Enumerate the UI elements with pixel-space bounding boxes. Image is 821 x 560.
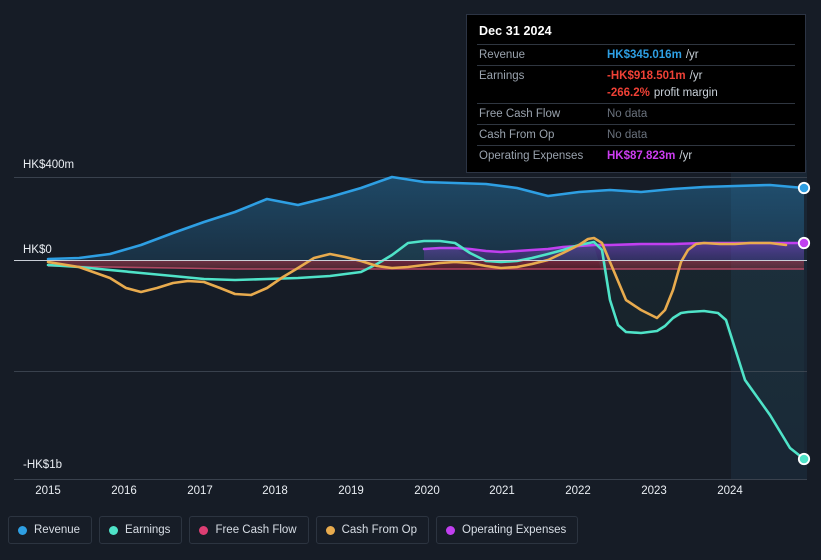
series-line-revenue xyxy=(46,175,806,261)
legend-label-operating-expenses: Operating Expenses xyxy=(462,524,567,536)
x-axis-tick-2019: 2019 xyxy=(338,485,364,497)
legend-dot-earnings-icon xyxy=(109,525,119,535)
tooltip-row-earnings: Earnings -HK$918.501m /yr xyxy=(477,65,795,86)
legend-item-cash-from-op[interactable]: Cash From Op xyxy=(315,516,430,544)
tooltip-row-profit-margin: -266.2% profit margin xyxy=(477,86,795,103)
tooltip-value-profit-margin: -266.2% xyxy=(607,87,650,99)
tooltip-row-revenue: Revenue HK$345.016m /yr xyxy=(477,44,795,65)
tooltip-value-revenue: HK$345.016m xyxy=(607,49,682,61)
x-axis-tick-2015: 2015 xyxy=(35,485,61,497)
series-area-earnings xyxy=(48,241,804,459)
x-axis-tick-2024: 2024 xyxy=(717,485,743,497)
legend-dot-free-cash-flow-icon xyxy=(199,525,209,535)
y-axis-label-top: HK$400m xyxy=(23,159,75,171)
legend-label-cash-from-op: Cash From Op xyxy=(341,524,418,536)
tooltip-label-revenue: Revenue xyxy=(479,49,526,61)
endpoint-operating-expenses xyxy=(797,236,811,250)
endpoint-earnings xyxy=(797,452,811,466)
tooltip-value-free-cash-flow: No data xyxy=(607,108,648,120)
legend-dot-revenue-icon xyxy=(18,525,27,535)
legend-dot-cash-from-op-icon xyxy=(325,525,335,535)
legend-item-operating-expenses[interactable]: Operating Expenses xyxy=(436,516,579,544)
x-axis-tick-2021: 2021 xyxy=(489,485,515,497)
x-axis-tick-2017: 2017 xyxy=(187,485,213,497)
tooltip-label-earnings: Earnings xyxy=(479,70,525,82)
x-axis-tick-2018: 2018 xyxy=(262,485,288,497)
tooltip-unit-operating-expenses: /yr xyxy=(679,150,693,162)
tooltip-row-operating-expenses: Operating Expenses HK$87.823m /yr xyxy=(477,145,795,166)
chart-legend: Revenue Earnings Free Cash Flow Cash Fro… xyxy=(8,516,579,544)
legend-item-earnings[interactable]: Earnings xyxy=(99,516,183,544)
legend-dot-operating-expenses-icon xyxy=(446,525,456,535)
series-area-revenue xyxy=(48,177,804,260)
tooltip-date: Dec 31 2024 xyxy=(479,24,552,38)
endpoint-revenue xyxy=(797,181,811,195)
legend-item-revenue[interactable]: Revenue xyxy=(8,516,93,544)
tooltip-label-free-cash-flow: Free Cash Flow xyxy=(479,108,561,120)
legend-label-earnings: Earnings xyxy=(125,524,171,536)
tooltip-row-cash-from-op: Cash From Op No data xyxy=(477,124,795,145)
y-axis-label-zero: HK$0 xyxy=(23,244,52,256)
legend-label-free-cash-flow: Free Cash Flow xyxy=(215,524,297,536)
tooltip-unit-earnings: /yr xyxy=(689,70,703,82)
tooltip-value-operating-expenses: HK$87.823m xyxy=(607,150,676,162)
chart-tooltip: Dec 31 2024 Revenue HK$345.016m /yr Earn… xyxy=(466,14,806,173)
x-axis-tick-2016: 2016 xyxy=(111,485,137,497)
x-axis-tick-2020: 2020 xyxy=(414,485,440,497)
gridlines xyxy=(14,177,807,480)
tooltip-unit-revenue: /yr xyxy=(685,49,699,61)
x-axis-tick-2022: 2022 xyxy=(565,485,591,497)
y-axis-label-bottom: -HK$1b xyxy=(23,459,62,471)
legend-label-revenue: Revenue xyxy=(34,524,81,536)
tooltip-unit-profit-margin: profit margin xyxy=(653,87,718,99)
x-axis-tick-2023: 2023 xyxy=(641,485,667,497)
tooltip-label-cash-from-op: Cash From Op xyxy=(479,129,555,141)
legend-item-free-cash-flow[interactable]: Free Cash Flow xyxy=(189,516,309,544)
tooltip-label-operating-expenses: Operating Expenses xyxy=(479,150,584,162)
series-line-earnings xyxy=(46,239,806,461)
series-area-operating-expenses xyxy=(424,243,804,260)
tooltip-row-free-cash-flow: Free Cash Flow No data xyxy=(477,103,795,124)
series-line-cash-from-op xyxy=(46,236,788,320)
tooltip-value-earnings: -HK$918.501m xyxy=(607,70,686,82)
tooltip-value-cash-from-op: No data xyxy=(607,129,648,141)
